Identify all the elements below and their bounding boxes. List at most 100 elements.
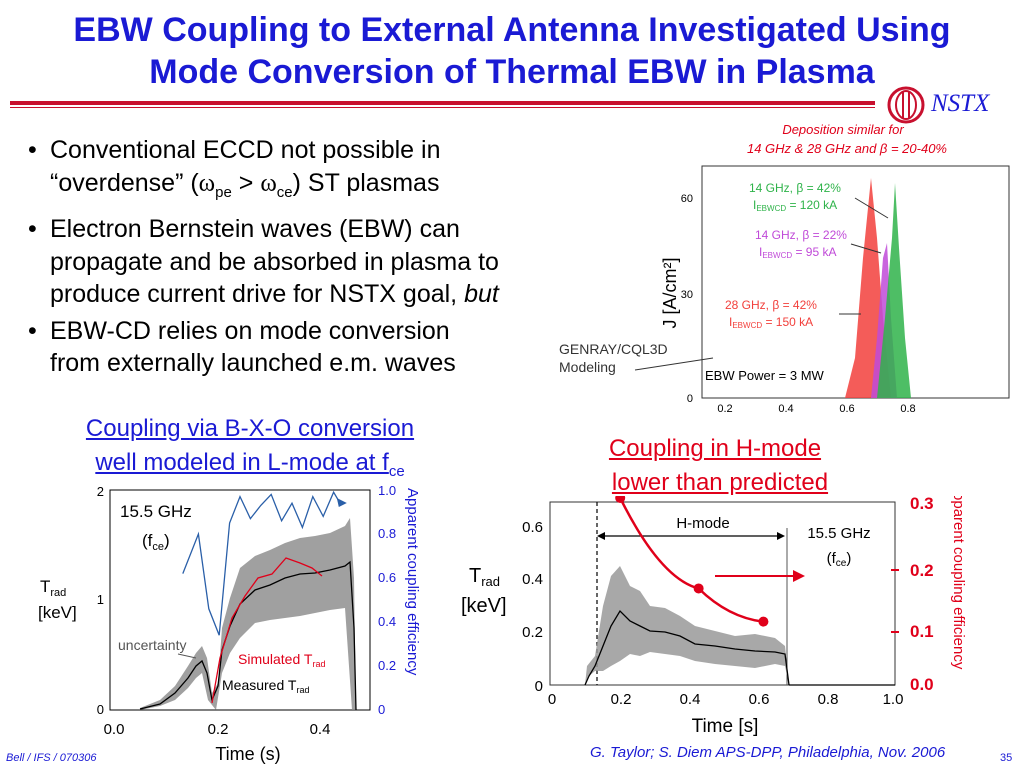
left-simulated-label: Simulated Trad: [238, 651, 325, 669]
nstx-logo-text: NSTX: [931, 90, 990, 117]
left-ylabel-2: [keV]: [38, 603, 77, 622]
right-xtick-1.0: 1.0: [883, 691, 904, 708]
arrow-14ghz-42: [854, 197, 889, 219]
right-axes: [549, 501, 896, 686]
right-freq-1: 15.5 GHz: [807, 525, 870, 542]
right-figure: H-mode 0 0.2 0.4 0.6 0.0 0.1 0.2 0.3 0 0…: [455, 482, 1024, 746]
left-xlabel: Time (s): [215, 744, 280, 764]
deposition-xtick-0.8: 0.8: [900, 403, 915, 415]
right-xtick-0.2: 0.2: [611, 691, 632, 708]
label-28ghz-42: 28 GHz, β = 42%: [725, 298, 817, 312]
deposition-xtick-0.4: 0.4: [778, 403, 793, 415]
left-yright-tick-0.6: 0.6: [378, 570, 396, 585]
left-xtick-0.2: 0.2: [208, 721, 229, 738]
right-xlabel: Time [s]: [692, 716, 759, 737]
left-axes: [109, 489, 371, 711]
bullet-3-line-2: from externally launched e.m. waves: [50, 349, 456, 377]
left-measured-line: [139, 560, 357, 711]
right-xtick-0: 0: [548, 691, 556, 708]
arrow-14ghz-22: [850, 243, 882, 254]
deposition-ytick-0: 0: [687, 393, 693, 405]
bullet-1: • Conventional ECCD not possible in “ove…: [28, 134, 588, 209]
efficiency-arrow-head: [793, 570, 805, 582]
bullet-3-line-1: EBW-CD relies on mode conversion: [50, 316, 450, 345]
deposition-xtick-0.2: 0.2: [717, 403, 732, 415]
right-efficiency-point: [693, 583, 704, 594]
peak-14ghz-42: [877, 183, 911, 398]
deposition-xlabel: ρ: [837, 417, 845, 418]
left-ytick-2: 2: [97, 484, 104, 499]
left-xtick-0.0: 0.0: [104, 721, 125, 738]
left-uncertainty-band: [140, 518, 356, 710]
bullet-2-line-3: produce current drive for NSTX goal, but: [50, 280, 499, 308]
left-simulated-line: [211, 557, 323, 704]
left-yright-label: Apparent coupling efficiency: [404, 488, 421, 676]
right-ylabel-1: Trad: [469, 565, 500, 589]
right-ytick-0.4: 0.4: [522, 571, 543, 588]
right-yright-tick-0.0: 0.0: [910, 675, 934, 694]
right-efficiency-point: [615, 492, 626, 503]
right-ytick-0.2: 0.2: [522, 624, 543, 641]
left-efficiency-line: [182, 490, 340, 636]
bullet-list: • Conventional ECCD not possible in “ove…: [28, 134, 588, 384]
left-ytick-0: 0: [97, 702, 104, 717]
deposition-caption-2: 14 GHz & 28 GHz and β = 20-40%: [747, 141, 947, 156]
left-measured-label: Measured Trad: [222, 677, 309, 695]
left-uncertainty-label: uncertainty: [118, 637, 186, 653]
hmode-label: H-mode: [676, 515, 729, 532]
slide-title-line-1: EBW Coupling to External Antenna Investi…: [73, 11, 951, 49]
left-freq-2: (fce): [142, 531, 170, 553]
bullet-2: • Electron Bernstein waves (EBW) can pro…: [28, 213, 588, 311]
right-xtick-0.4: 0.4: [680, 691, 701, 708]
bullet-3: • EBW-CD relies on mode conversion from …: [28, 315, 588, 380]
right-yright-tick-0.3: 0.3: [910, 496, 934, 513]
bullet-dot: •: [28, 215, 37, 243]
left-figure-title-1: Coupling via B-X-O conversion: [85, 415, 415, 442]
hmode-arrow-left-head: [597, 532, 605, 540]
slide-title-line-2: Mode Conversion of Thermal EBW in Plasma: [149, 53, 875, 91]
left-yright-tick-0: 0: [378, 702, 385, 717]
left-freq-1: 15.5 GHz: [120, 502, 192, 521]
right-xtick-0.8: 0.8: [818, 691, 839, 708]
label-28ghz-42-current: IEBWCD = 150 kA: [729, 315, 813, 330]
deposition-ytick-30: 30: [681, 289, 693, 301]
page-number: 35: [1000, 752, 1013, 764]
left-yright-tick-0.8: 0.8: [378, 526, 396, 541]
bullet-2-line-2: propagate and be absorbed in plasma to: [50, 247, 499, 276]
ebw-power-label: EBW Power = 3 MW: [705, 368, 825, 383]
genray-label-1: GENRAY/CQL3D: [559, 341, 668, 357]
bullet-dot: •: [28, 316, 37, 345]
genray-label-2: Modeling: [559, 359, 616, 375]
left-figure: 0 1 2 0 0.2 0.4 0.6 0.8 1.0 0.0 0.2 0.4 …: [0, 478, 460, 768]
bullet-dot: •: [28, 136, 37, 164]
right-yright-tick-0.2: 0.2: [910, 561, 934, 580]
left-xtick-0.4: 0.4: [310, 721, 331, 738]
right-efficiency-point: [758, 616, 769, 627]
right-ytick-0: 0: [535, 678, 543, 695]
left-figure-title-2: well modeled in L-mode at fce: [95, 449, 405, 480]
label-14ghz-42-current: IEBWCD = 120 kA: [753, 198, 837, 213]
right-efficiency-series: [615, 492, 769, 627]
deposition-plot: Deposition similar for 14 GHz & 28 GHz a…: [559, 122, 1010, 433]
right-ylabel-2: [keV]: [461, 595, 507, 617]
right-ytick-0.6: 0.6: [522, 519, 543, 536]
nstx-logo-emblem: [887, 86, 925, 124]
deposition-caption-1: Deposition similar for: [782, 122, 904, 137]
left-yright-tick-1.0: 1.0: [378, 483, 396, 498]
bullet-1-line-1: Conventional ECCD not possible in: [50, 136, 441, 164]
label-14ghz-42: 14 GHz, β = 42%: [749, 181, 841, 195]
left-efficiency-series: [182, 490, 347, 636]
deposition-ytick-60: 60: [681, 193, 693, 205]
right-figure-title-2: lower than predicted: [611, 469, 829, 496]
left-yright-tick-0.2: 0.2: [378, 658, 396, 673]
footer-left: Bell / IFS / 070306: [6, 752, 97, 764]
bullet-2-line-1: Electron Bernstein waves (EBW) can: [50, 215, 460, 243]
footer-citation: G. Taylor; S. Diem APS-DPP, Philadelphia…: [590, 744, 946, 761]
right-yright-label: Apparent coupling efficiency: [950, 496, 967, 670]
right-xtick-0.6: 0.6: [749, 691, 770, 708]
right-freq-2: (fce): [827, 550, 852, 569]
right-uncertainty-band: [585, 566, 789, 685]
title-rule-thin: [10, 107, 875, 108]
left-ytick-1: 1: [97, 592, 104, 607]
genray-arrow: [634, 357, 714, 371]
